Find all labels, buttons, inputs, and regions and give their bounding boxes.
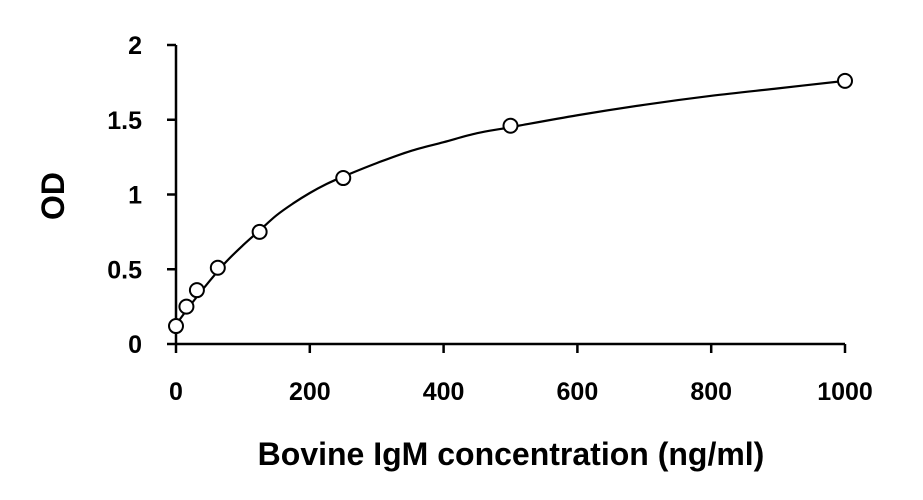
data-point	[209, 259, 226, 276]
data-point	[188, 282, 205, 299]
x-tick-label: 400	[423, 378, 465, 406]
y-tick-label: 1.5	[107, 107, 142, 135]
fit-curve-layer	[175, 79, 846, 326]
data-point	[178, 298, 195, 315]
y-tick-label: 0	[128, 331, 142, 359]
axes: 0 0.5 1 1.5 2 0 200 400 600 800 1000	[107, 32, 873, 406]
x-tick-label: 600	[557, 378, 599, 406]
x-ticks: 0 200 400 600 800 1000	[169, 344, 873, 406]
data-point	[837, 72, 853, 89]
data-point	[168, 318, 184, 335]
x-tick-label: 1000	[817, 378, 873, 406]
x-tick-label: 0	[169, 378, 183, 406]
fit-curve-line	[175, 79, 846, 326]
data-point	[251, 223, 268, 240]
data-point	[335, 170, 352, 187]
y-tick-label: 1	[128, 182, 142, 210]
y-tick-label: 2	[128, 32, 142, 60]
y-axis-title: OD	[35, 172, 71, 220]
y-tick-label: 0.5	[107, 256, 142, 284]
y-ticks: 0 0.5 1 1.5 2	[107, 32, 176, 359]
x-axis-title: Bovine IgM concentration (ng/ml)	[258, 436, 765, 472]
x-tick-label: 200	[289, 378, 331, 406]
x-tick-label: 800	[690, 378, 732, 406]
data-point	[502, 117, 519, 134]
data-points	[168, 72, 853, 335]
